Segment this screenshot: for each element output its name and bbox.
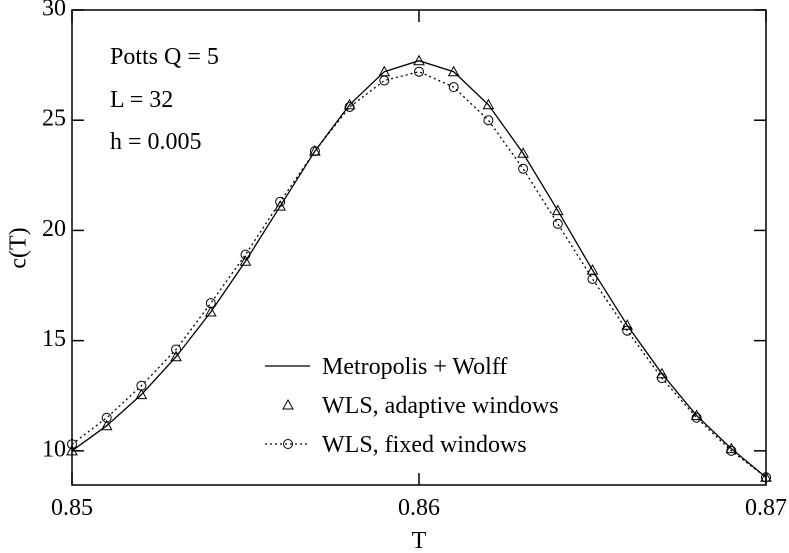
data-point [309, 145, 321, 156]
data-point [482, 98, 495, 110]
legend-marker [283, 439, 293, 449]
annotation: Potts Q = 5 [110, 44, 219, 70]
y-tick-label: 20 [42, 216, 66, 242]
legend-label: WLS, fixed windows [322, 432, 527, 458]
data-point [275, 196, 286, 207]
data-point [726, 445, 737, 456]
data-point [656, 373, 667, 384]
data-point [204, 305, 217, 317]
data-point [170, 350, 182, 362]
data-point [447, 65, 460, 77]
data-point [483, 115, 494, 126]
data-point [343, 98, 356, 110]
data-point [171, 344, 182, 355]
x-tick-label: 0.85 [51, 495, 93, 521]
y-tick-label: 25 [42, 106, 66, 132]
legend-marker [282, 398, 294, 410]
data-point [552, 218, 563, 229]
x-tick-label: 0.87 [745, 495, 787, 521]
series-line [71, 71, 767, 478]
data-point [448, 82, 459, 93]
data-point [240, 249, 251, 260]
data-point [622, 325, 633, 336]
data-point [239, 255, 252, 266]
data-point [379, 75, 390, 86]
legend-label: Metropolis + Wolff [322, 354, 507, 380]
data-point [205, 298, 216, 309]
data-point [517, 147, 529, 158]
data-point [761, 472, 771, 483]
annotation: L = 32 [110, 87, 173, 113]
data-point [551, 204, 564, 216]
data-point [587, 273, 598, 284]
data-point [414, 66, 424, 77]
data-point [725, 442, 738, 454]
data-point [760, 471, 772, 482]
data-point [691, 412, 702, 423]
data-point [690, 409, 703, 421]
data-point [66, 444, 78, 456]
y-axis-label: c(T) [6, 227, 32, 268]
data-point [136, 380, 147, 391]
data-point [344, 101, 355, 112]
data-point [309, 146, 320, 157]
data-point [100, 419, 113, 431]
y-tick-label: 15 [42, 326, 66, 352]
x-tick-label: 0.86 [398, 495, 440, 521]
y-tick-label: 10 [42, 436, 66, 462]
data-point [518, 163, 529, 174]
series-line [71, 60, 767, 478]
x-axis-label: T [412, 528, 427, 553]
data-point [621, 319, 634, 330]
data-point [101, 412, 112, 423]
data-point [67, 439, 77, 450]
legend-label: WLS, adaptive windows [322, 393, 559, 419]
annotation: h = 0.005 [110, 129, 202, 155]
data-point [413, 54, 425, 66]
data-point [135, 388, 148, 400]
y-tick-label: 30 [42, 0, 66, 22]
